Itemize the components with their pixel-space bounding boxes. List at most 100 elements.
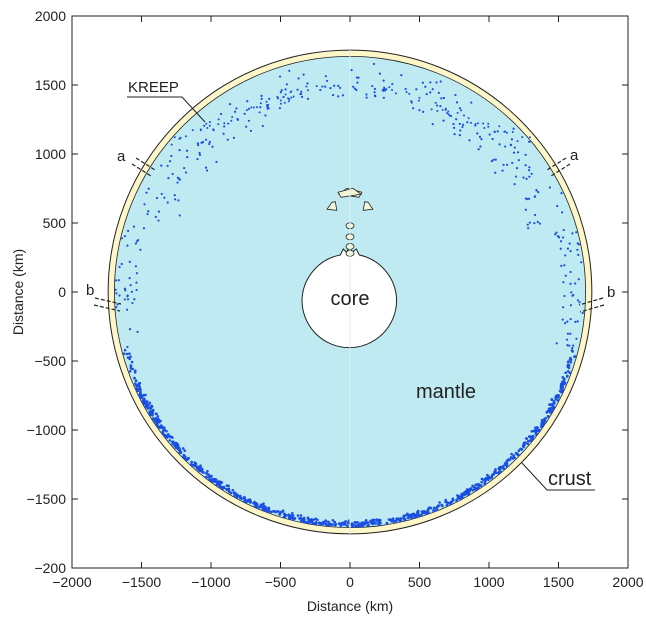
particle-247: [176, 181, 179, 184]
particle-1133: [236, 117, 239, 120]
particle-162: [524, 208, 527, 211]
particle-388: [126, 295, 129, 298]
particle-468: [279, 510, 283, 514]
particle-538: [243, 112, 246, 115]
b-right-marker-2: [579, 304, 605, 313]
particle-1077: [540, 425, 543, 429]
y-tick-label: −200: [34, 560, 66, 576]
particle-416: [300, 95, 304, 98]
particle-460: [260, 94, 263, 97]
particle-1141: [487, 125, 490, 128]
particle-597: [501, 169, 504, 172]
particle-1021: [402, 517, 406, 520]
particle-124: [123, 348, 127, 352]
particle-123: [488, 133, 491, 136]
particle-209: [120, 237, 124, 240]
b-left-marker-2: [93, 304, 121, 312]
particle-1039: [433, 509, 436, 513]
particle-269: [474, 483, 478, 486]
particle-857: [278, 512, 282, 516]
particle-1143: [408, 92, 411, 95]
particle-411: [525, 437, 529, 440]
particle-1128: [217, 123, 220, 126]
particle-44: [262, 502, 265, 506]
particle-1084: [541, 420, 545, 424]
particle-41: [154, 215, 157, 218]
particle-529: [278, 75, 282, 78]
particle-212: [118, 294, 121, 297]
particle-567: [326, 520, 330, 524]
particle-1020: [376, 519, 380, 523]
particle-80: [157, 210, 161, 213]
particle-290: [522, 176, 525, 179]
particle-84: [439, 105, 442, 108]
particle-48: [128, 260, 131, 263]
particle-1002: [328, 522, 332, 525]
particle-1126: [410, 100, 413, 103]
particle-1151: [305, 85, 308, 88]
particle-1137: [460, 109, 463, 112]
particle-960: [409, 515, 412, 519]
particle-259: [516, 151, 520, 154]
particle-1154: [487, 122, 490, 125]
x-axis-label: Distance (km): [307, 598, 393, 614]
particle-1147: [267, 107, 270, 110]
particle-758: [205, 471, 208, 475]
particle-1074: [425, 511, 429, 515]
particle-846: [523, 441, 527, 445]
particle-543: [569, 317, 572, 321]
particle-1049: [561, 380, 564, 384]
particle-550: [424, 85, 427, 88]
particle-1075: [550, 410, 553, 413]
particle-988: [207, 473, 210, 477]
particle-245: [332, 84, 336, 87]
particle-813: [249, 500, 252, 503]
particle-664: [556, 204, 559, 208]
particle-1155: [511, 138, 514, 141]
particle-31: [566, 247, 570, 250]
particle-503: [139, 248, 142, 251]
particle-1148: [283, 101, 286, 104]
particle-1024: [164, 435, 168, 439]
particle-423: [555, 394, 558, 397]
particle-1012: [556, 395, 560, 399]
particle-385: [425, 93, 428, 96]
particle-573: [145, 400, 149, 403]
particle-1061: [503, 463, 507, 466]
particle-54: [575, 231, 578, 234]
particle-104: [211, 145, 214, 148]
particle-1048: [385, 521, 389, 525]
particle-974: [392, 520, 396, 523]
particle-154: [470, 101, 473, 104]
particle-918: [505, 465, 509, 468]
particle-1108: [470, 121, 473, 124]
b-left-label: b: [86, 282, 94, 299]
particle-639: [147, 187, 150, 190]
particle-142: [468, 139, 471, 142]
particle-413: [373, 91, 376, 94]
particle-202: [576, 248, 579, 251]
particle-909: [497, 467, 501, 471]
particle-8: [533, 213, 537, 217]
particle-101: [569, 332, 572, 335]
particle-672: [300, 90, 303, 93]
particle-layer: [114, 62, 584, 528]
particle-1063: [514, 451, 518, 455]
particle-352: [568, 242, 571, 245]
particle-97: [233, 110, 237, 113]
particle-492: [206, 169, 209, 172]
particle-1168: [467, 117, 470, 120]
particle-1041: [162, 427, 166, 430]
particle-741: [274, 510, 278, 514]
particle-169: [114, 279, 118, 282]
particle-545: [415, 88, 418, 91]
particle-373: [264, 114, 267, 117]
particle-1169: [265, 100, 268, 103]
particle-989: [561, 388, 565, 392]
a-left-marker-2: [131, 163, 152, 177]
particle-13: [196, 158, 199, 161]
particle-574: [337, 95, 340, 98]
particle-482: [491, 137, 494, 141]
particle-45: [569, 282, 572, 285]
particle-331: [167, 177, 170, 180]
